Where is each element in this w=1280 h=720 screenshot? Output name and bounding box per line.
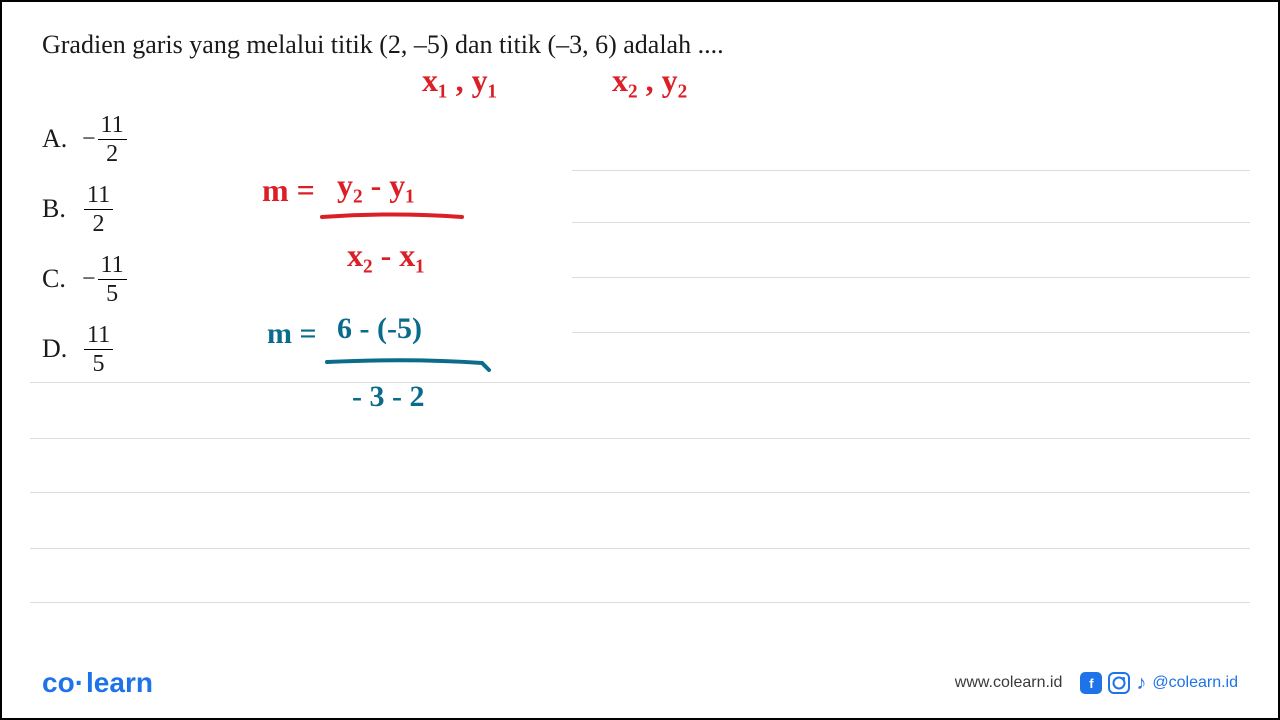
option-label: C. [42,264,82,294]
ruled-line [30,492,1250,493]
option-fraction: 11 5 [98,253,127,306]
ruled-line [30,382,1250,383]
hand-red-point1: x₁ , y₁ [422,62,497,99]
page-content: Gradien garis yang melalui titik (2, –5)… [2,2,1278,642]
option-label: A. [42,124,82,154]
hand-red-point2: x₂ , y₂ [612,62,687,99]
option-d[interactable]: D. 11 5 [42,320,1238,378]
instagram-icon [1108,672,1130,694]
ruled-line [30,548,1250,549]
option-label: B. [42,194,82,224]
social-handle: @colearn.id [1152,674,1238,692]
option-sign: − [82,126,96,153]
option-a[interactable]: A. − 11 2 [42,110,1238,168]
ruled-line [572,277,1250,278]
footer: co·learn www.colearn.id f ♪ @colearn.id [2,648,1278,718]
ruled-line [30,438,1250,439]
ruled-line [572,222,1250,223]
option-fraction: 11 2 [98,113,127,166]
question-text: Gradien garis yang melalui titik (2, –5)… [42,30,1238,60]
ruled-line [572,170,1250,171]
facebook-icon: f [1080,672,1102,694]
option-label: D. [42,334,82,364]
option-b[interactable]: B. 11 2 [42,180,1238,238]
options-list: A. − 11 2 B. 11 2 C. − [42,110,1238,378]
option-fraction: 11 5 [84,323,113,376]
tiktok-icon: ♪ [1136,672,1146,694]
brand-logo: co·learn [42,667,153,699]
footer-right: www.colearn.id f ♪ @colearn.id [955,672,1238,694]
ruled-line [30,602,1250,603]
option-fraction: 11 2 [84,183,113,236]
option-c[interactable]: C. − 11 5 [42,250,1238,308]
hand-blue-denominator: - 3 - 2 [352,380,424,414]
ruled-line [572,332,1250,333]
social-icons: f ♪ @colearn.id [1080,672,1238,694]
option-sign: − [82,266,96,293]
footer-url: www.colearn.id [955,674,1063,692]
